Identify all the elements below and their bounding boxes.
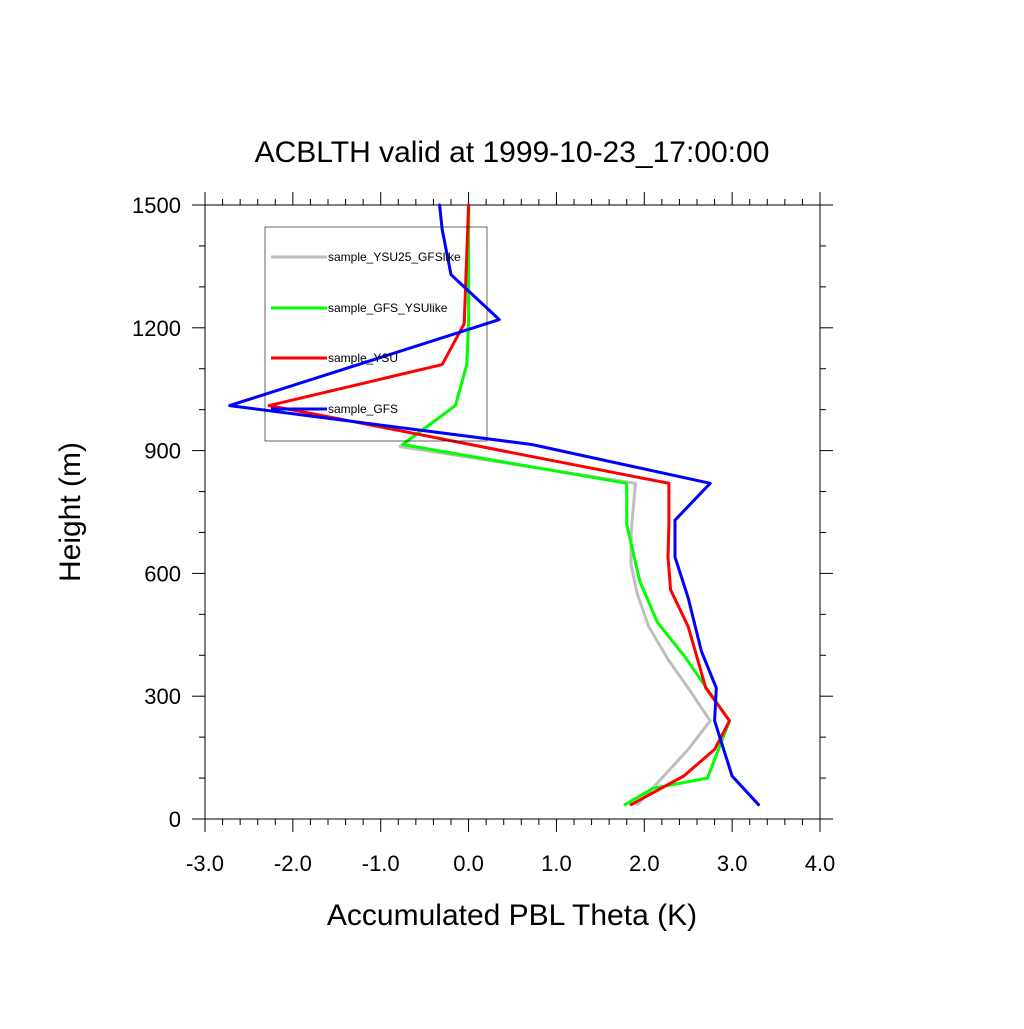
plot-frame <box>204 204 821 820</box>
x-axis-label: Accumulated PBL Theta (K) <box>327 899 697 932</box>
legend-entry: sample_YSU25_GFSlike <box>328 250 461 264</box>
x-tick-label: 0.0 <box>453 851 484 876</box>
series-line-sample_GFS_YSUlike <box>401 203 731 807</box>
series-line-sample_GFS <box>228 203 760 807</box>
chart-title: ACBLTH valid at 1999-10-23_17:00:00 <box>255 136 770 169</box>
y-tick-label: 300 <box>144 684 181 709</box>
y-tick-label: 600 <box>144 561 181 586</box>
y-tick-label: 1500 <box>132 193 181 218</box>
series-line-sample_YSU <box>267 203 731 807</box>
y-tick-label: 900 <box>144 439 181 464</box>
x-tick-label: 4.0 <box>805 851 836 876</box>
legend-entry: sample_GFS_YSUlike <box>328 301 448 315</box>
series-line-sample_YSU25_GFSlike <box>398 203 712 807</box>
x-tick-label: -2.0 <box>274 851 312 876</box>
legend-box <box>264 226 488 442</box>
legend-entry: sample_GFS <box>328 402 398 416</box>
y-tick-label: 1200 <box>132 316 181 341</box>
y-tick-label: 0 <box>169 807 181 832</box>
x-tick-label: -1.0 <box>362 851 400 876</box>
x-tick-label: 2.0 <box>629 851 660 876</box>
y-axis-label: Height (m) <box>54 442 87 582</box>
x-tick-label: -3.0 <box>186 851 224 876</box>
legend-entry: sample_YSU <box>328 351 398 365</box>
plot-area: -3.0 -2.0 -1.0 0.0 1.0 2.0 3.0 4.0 0 300 600 900 120… <box>132 192 835 876</box>
x-tick-label: 1.0 <box>541 851 572 876</box>
x-tick-label: 3.0 <box>717 851 748 876</box>
